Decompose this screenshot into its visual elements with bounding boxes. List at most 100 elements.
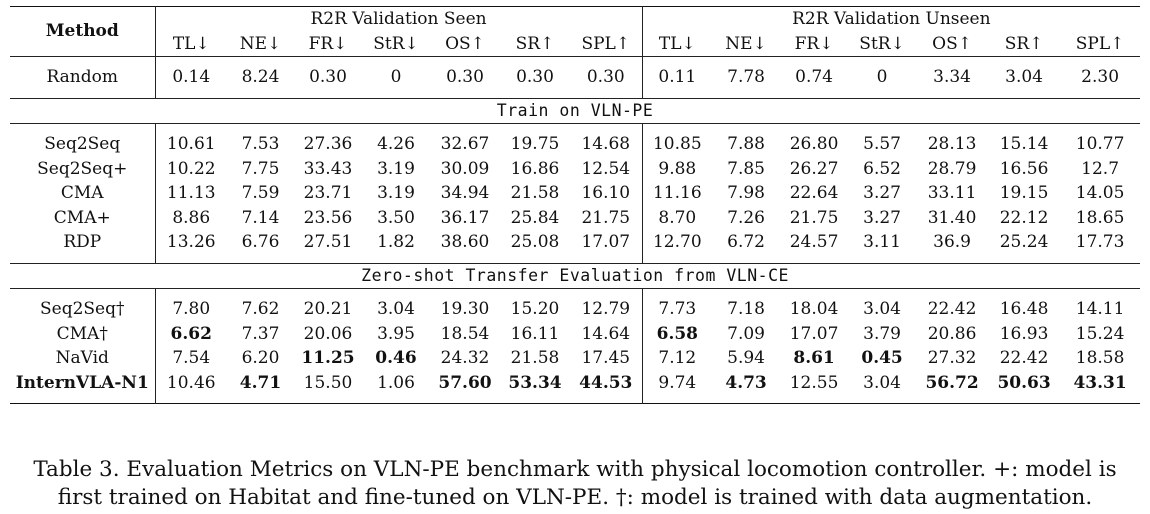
metric-value: 26.27 xyxy=(789,158,839,179)
metric-value: 36.9 xyxy=(933,232,971,252)
group-header-seen: R2R Validation Seen xyxy=(154,6,643,32)
metric-value: 3.04 xyxy=(1005,67,1043,87)
metric-value: 27.51 xyxy=(303,232,353,252)
metric-value: 34.94 xyxy=(440,183,490,203)
metric-value: 7.14 xyxy=(241,207,280,228)
metric-value: 3.34 xyxy=(933,67,971,87)
table-row: NaVid 7.54 6.20 11.25 0.46 24.32 21.58 17.45 7.1… xyxy=(10,346,1140,371)
metric-value: 12.70 xyxy=(641,230,713,263)
metric-value: 44.53 xyxy=(579,372,633,393)
metric-value: 7.88 xyxy=(727,134,765,154)
metric-value: 6.76 xyxy=(241,232,280,252)
metric-value: 57.60 xyxy=(438,372,492,393)
metric-value: 16.11 xyxy=(510,323,560,344)
results-table: Method R2R Validation Seen R2R Validatio… xyxy=(10,6,1141,404)
metric-value: 6.58 xyxy=(641,321,713,346)
metric-header: TL↓ xyxy=(641,31,713,57)
metric-value: 20.86 xyxy=(927,323,977,344)
metric-header: FR↓ xyxy=(794,33,834,54)
metric-value: 7.12 xyxy=(641,346,713,371)
metric-value: 3.95 xyxy=(377,323,415,344)
table-row: Random 0.14 8.24 0.30 0 0.30 0.30 0.30 0.11 7.78 0… xyxy=(10,56,1141,98)
metric-value: 23.56 xyxy=(303,207,353,228)
metric-value: 7.85 xyxy=(727,158,765,179)
metric-value: 36.17 xyxy=(440,207,490,228)
metric-value: 25.84 xyxy=(510,207,560,228)
metric-value: 18.04 xyxy=(789,299,839,319)
caption-line-2: first trained on Habitat and fine-tuned … xyxy=(57,485,1093,510)
metric-value: 22.42 xyxy=(999,348,1049,368)
metric-value: 21.75 xyxy=(789,207,839,228)
metric-value: 16.10 xyxy=(581,183,631,203)
metric-value: 28.79 xyxy=(927,158,977,179)
metric-header: SR↑ xyxy=(1004,33,1044,54)
metric-value: 7.80 xyxy=(154,288,227,322)
caption-line-1: Table 3. Evaluation Metrics on VLN-PE be… xyxy=(33,457,1117,482)
metric-value: 17.73 xyxy=(1075,232,1125,252)
metric-value: 10.46 xyxy=(154,370,227,404)
metric-value: 17.07 xyxy=(581,232,631,252)
metric-value: 10.22 xyxy=(154,156,227,181)
metric-value: 24.57 xyxy=(789,232,839,252)
metric-value: 20.06 xyxy=(303,323,353,344)
metric-header-row: TL↓ NE↓ FR↓ StR↓ OS↑ SR↑ SPL↑ TL↓ NE↓ FR↓ StR↓ OS↑ S… xyxy=(10,31,1140,57)
metric-value: 15.24 xyxy=(1075,323,1125,344)
method-name: CMA xyxy=(60,183,104,203)
metric-value: 0.30 xyxy=(516,67,554,87)
metric-value: 21.58 xyxy=(510,348,560,368)
method-name: InternVLA-N1 xyxy=(15,372,149,393)
metric-value: 6.72 xyxy=(727,232,765,252)
metric-value: 0.30 xyxy=(586,67,625,87)
metric-value: 6.62 xyxy=(154,321,227,346)
metric-value: 27.36 xyxy=(303,134,353,154)
method-name: Seq2Seq+ xyxy=(37,158,128,179)
metric-value: 0.14 xyxy=(154,56,227,98)
metric-value: 17.07 xyxy=(789,323,839,344)
metric-value: 33.43 xyxy=(303,158,353,179)
metric-header: SPL↑ xyxy=(1075,33,1125,54)
metric-value: 22.12 xyxy=(999,207,1049,228)
metric-value: 3.19 xyxy=(377,158,415,179)
metric-value: 24.32 xyxy=(440,348,490,368)
table-row: CMA 11.13 7.59 23.71 3.19 34.94 21.58 16.10 11.1… xyxy=(10,181,1140,206)
metric-header: StR↓ xyxy=(373,33,419,54)
metric-value: 9.88 xyxy=(641,156,713,181)
metric-value: 0.74 xyxy=(795,67,833,87)
metric-value: 7.98 xyxy=(727,183,765,203)
metric-value: 14.05 xyxy=(1075,183,1125,203)
metric-value: 7.18 xyxy=(727,299,765,319)
metric-value: 7.26 xyxy=(727,207,765,228)
metric-value: 12.79 xyxy=(581,299,631,319)
method-header: Method xyxy=(45,21,119,42)
metric-value: 21.75 xyxy=(581,207,631,228)
metric-value: 18.58 xyxy=(1075,348,1125,368)
method-name: NaVid xyxy=(55,348,109,368)
metric-value: 27.32 xyxy=(927,348,977,368)
metric-value: 0.46 xyxy=(375,348,417,368)
metric-value: 28.13 xyxy=(927,134,977,154)
metric-value: 0 xyxy=(876,67,888,87)
metric-value: 14.64 xyxy=(581,323,631,344)
metric-value: 14.68 xyxy=(581,134,631,154)
metric-value: 0.30 xyxy=(309,67,347,87)
metric-value: 0 xyxy=(390,67,402,87)
metric-header: SPL↑ xyxy=(581,33,631,54)
metric-value: 3.04 xyxy=(377,299,415,319)
group-header-unseen: R2R Validation Unseen xyxy=(641,6,1141,32)
metric-value: 9.74 xyxy=(641,370,713,404)
metric-value: 12.7 xyxy=(1081,158,1120,179)
section-title-row: Zero-shot Transfer Evaluation from VLN-C… xyxy=(10,263,1141,289)
metric-value: 10.77 xyxy=(1075,134,1125,154)
table-row: Seq2Seq+ 10.22 7.75 33.43 3.19 30.09 16.86 12.5… xyxy=(10,156,1140,181)
method-name: Seq2Seq xyxy=(44,134,121,154)
metric-value: 31.40 xyxy=(927,207,977,228)
method-name: CMA† xyxy=(56,323,108,344)
metric-value: 4.26 xyxy=(377,134,415,154)
metric-header: TL↓ xyxy=(154,31,227,57)
metric-value: 53.34 xyxy=(508,372,562,393)
metric-value: 14.11 xyxy=(1075,299,1125,319)
metric-value: 6.52 xyxy=(863,158,901,179)
metric-value: 33.11 xyxy=(927,183,977,203)
metric-value: 7.78 xyxy=(727,67,765,87)
metric-value: 0.45 xyxy=(861,348,903,368)
